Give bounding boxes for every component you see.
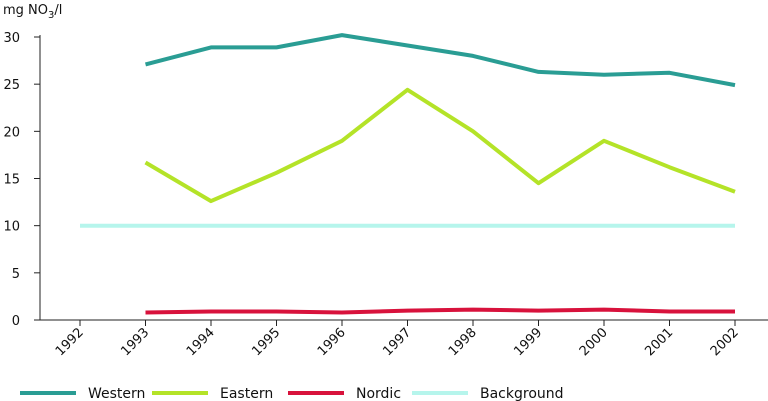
- series-line-eastern: [144, 87, 736, 204]
- y-tick-label: 20: [3, 125, 20, 140]
- y-tick-label: 30: [3, 31, 20, 46]
- series-line-western: [144, 33, 736, 88]
- x-tick-label: 1997: [380, 325, 414, 359]
- x-tick-label: 1993: [118, 325, 152, 359]
- y-axis-title: mg NO3/l: [3, 3, 62, 21]
- legend-label-eastern: Eastern: [220, 386, 273, 401]
- x-tick-label: 2002: [708, 325, 742, 359]
- x-tick-label: 1999: [511, 325, 545, 359]
- x-tick-label: 1995: [249, 325, 283, 359]
- legend: Western Eastern Nordic Background: [20, 386, 564, 401]
- x-tick-label: 1992: [53, 325, 87, 359]
- legend-label-nordic: Nordic: [356, 386, 401, 401]
- y-tick-label: 10: [3, 220, 20, 235]
- legend-label-background: Background: [480, 386, 564, 401]
- y-axis-title-subscript: 3: [48, 10, 54, 21]
- x-tick-label: 1994: [184, 325, 218, 359]
- x-tick-label: 2001: [642, 325, 676, 359]
- series-layer: [80, 33, 736, 315]
- y-tick-label: 5: [12, 267, 20, 282]
- series-line-nordic: [145, 307, 735, 315]
- x-tick-label: 1996: [315, 325, 349, 359]
- y-axis-title-suffix: /l: [54, 3, 62, 18]
- x-tick-label: 2000: [577, 325, 611, 359]
- y-tick-label: 15: [3, 173, 20, 188]
- y-axis-title-main: mg NO: [3, 3, 48, 18]
- x-tick-label: 1998: [446, 325, 480, 359]
- y-tick-label: 25: [3, 78, 20, 93]
- y-tick-label: 0: [12, 314, 20, 329]
- legend-label-western: Western: [88, 386, 145, 401]
